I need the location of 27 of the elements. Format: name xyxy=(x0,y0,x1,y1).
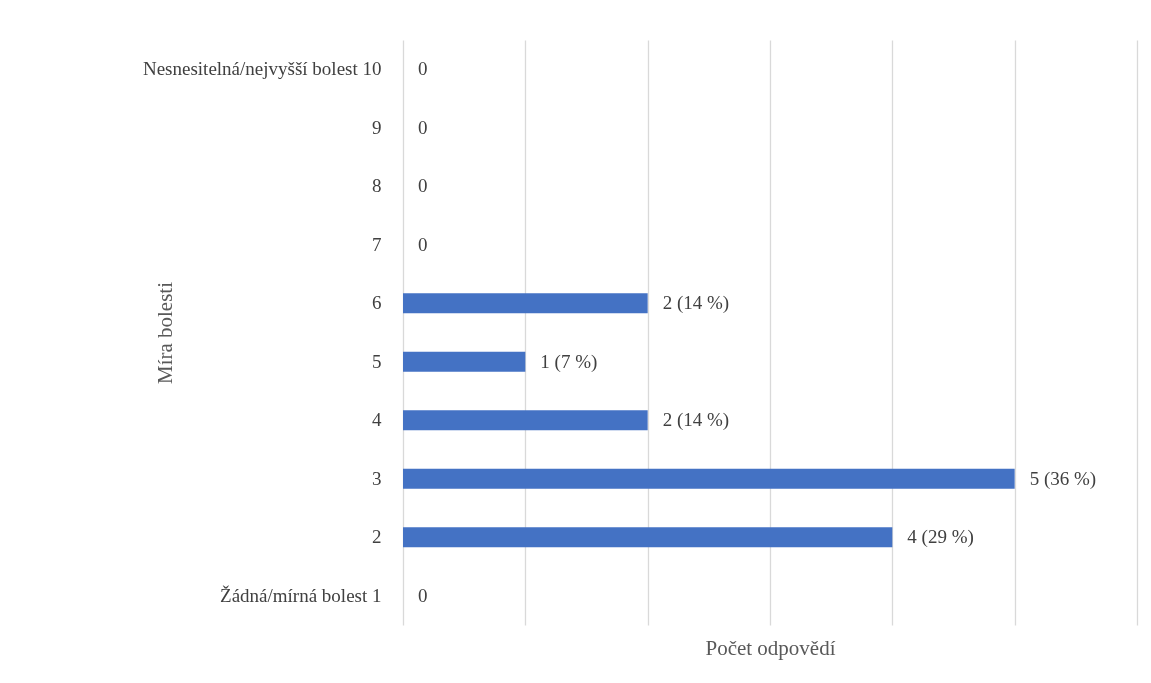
y-tick-label: 7 xyxy=(372,233,382,255)
bar xyxy=(403,527,893,548)
y-tick-label: 6 xyxy=(372,292,382,314)
data-label: 0 xyxy=(418,233,428,255)
y-tick-label: 4 xyxy=(372,409,382,431)
data-label: 0 xyxy=(418,116,428,138)
bar xyxy=(403,293,648,314)
bar xyxy=(403,351,526,372)
data-label: 2 (14 %) xyxy=(662,292,730,315)
data-label: 4 (29 %) xyxy=(907,526,974,549)
y-axis-title: Míra bolesti xyxy=(152,281,177,385)
y-tick-label: Žádná/mírná bolest 1 xyxy=(220,584,382,606)
data-label: 5 (36 %) xyxy=(1029,467,1097,490)
data-label: 1 (7 %) xyxy=(540,350,598,373)
bar xyxy=(403,468,1015,489)
y-tick-label: 9 xyxy=(372,116,382,138)
bar xyxy=(403,410,648,431)
data-label: 0 xyxy=(418,175,428,197)
x-axis-title: Počet odpovědí xyxy=(705,635,836,660)
y-tick-label: 8 xyxy=(372,175,382,197)
y-tick-label: 5 xyxy=(372,350,382,372)
y-tick-label: 3 xyxy=(372,467,382,489)
y-tick-label: Nesnesitelná/nejvyšší bolest 10 xyxy=(142,58,382,80)
y-tick-label: 2 xyxy=(372,526,382,548)
data-label: 0 xyxy=(418,58,428,80)
data-label: 0 xyxy=(418,584,428,606)
data-label: 2 (14 %) xyxy=(662,409,730,432)
